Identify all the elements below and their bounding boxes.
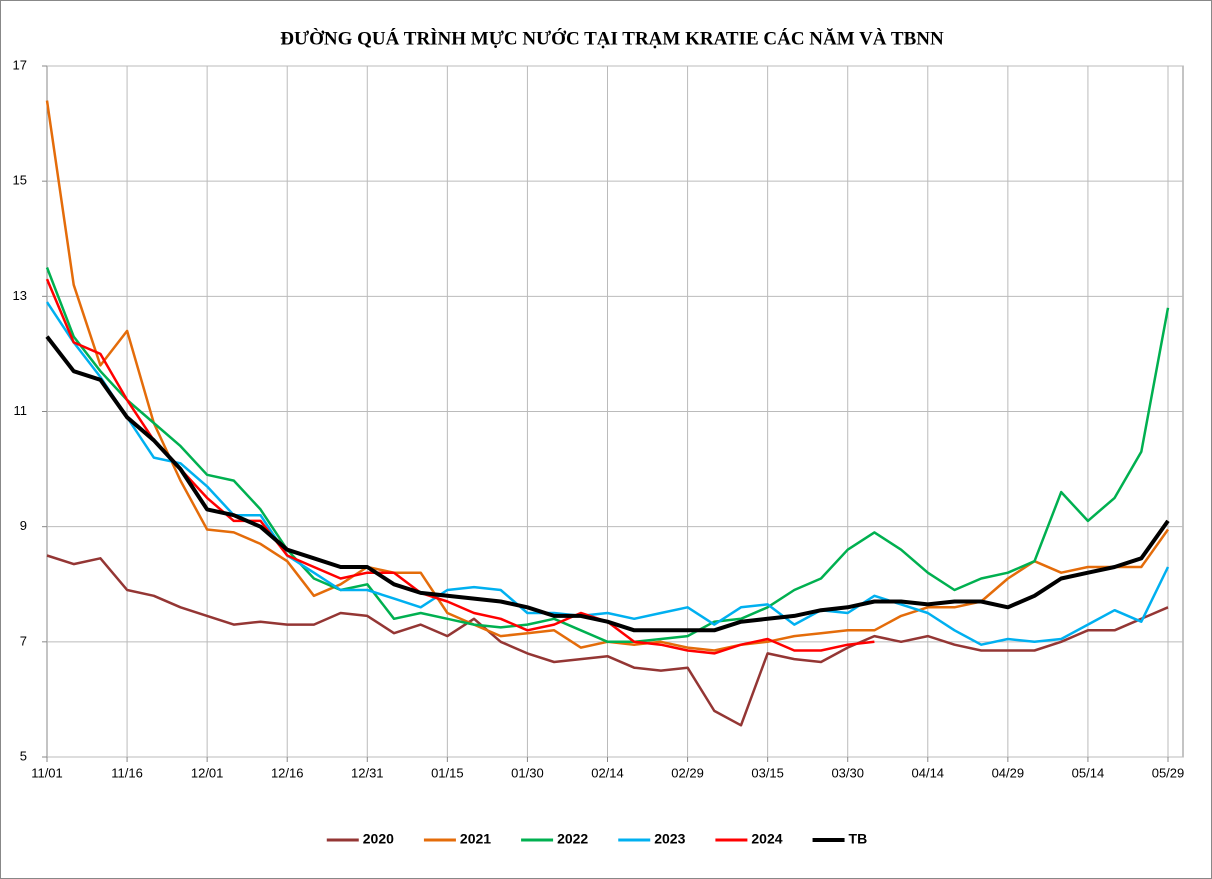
x-tick-label: 04/14 — [912, 765, 945, 780]
y-tick-label: 9 — [20, 518, 27, 533]
series-line — [45, 267, 1170, 644]
x-tick-label: 12/31 — [351, 765, 384, 780]
legend-label: TB — [849, 831, 868, 847]
legend-label: 2024 — [751, 831, 782, 847]
x-tick-label: 01/30 — [511, 765, 544, 780]
x-tick-label: 01/15 — [431, 765, 464, 780]
y-tick-label: 5 — [20, 748, 27, 763]
y-tick-label: 15 — [13, 173, 27, 188]
y-tick-label: 7 — [20, 633, 27, 648]
x-tick-label: 02/29 — [671, 765, 704, 780]
y-tick-label: 13 — [13, 288, 27, 303]
x-tick-label: 03/15 — [751, 765, 784, 780]
y-tick-label: 17 — [13, 57, 27, 72]
x-tick-label: 11/01 — [31, 765, 63, 780]
x-tick-label: 05/29 — [1152, 765, 1185, 780]
series-line — [46, 554, 1169, 727]
x-tick-label: 12/01 — [191, 765, 224, 780]
x-tick-label: 11/16 — [111, 765, 143, 780]
x-tick-label: 05/14 — [1072, 765, 1105, 780]
x-tick-label: 02/14 — [591, 765, 624, 780]
x-tick-label: 04/29 — [992, 765, 1025, 780]
chart-title: ĐƯỜNG QUÁ TRÌNH MỰC NƯỚC TẠI TRẠM KRATIE… — [280, 27, 944, 49]
legend-label: 2020 — [363, 831, 394, 847]
legend-label: 2023 — [654, 831, 685, 847]
x-tick-label: 03/30 — [831, 765, 864, 780]
x-tick-label: 12/16 — [271, 765, 304, 780]
series-line — [45, 335, 1170, 633]
legend-label: 2022 — [557, 831, 588, 847]
y-tick-label: 11 — [14, 403, 28, 418]
legend-label: 2021 — [460, 831, 491, 847]
